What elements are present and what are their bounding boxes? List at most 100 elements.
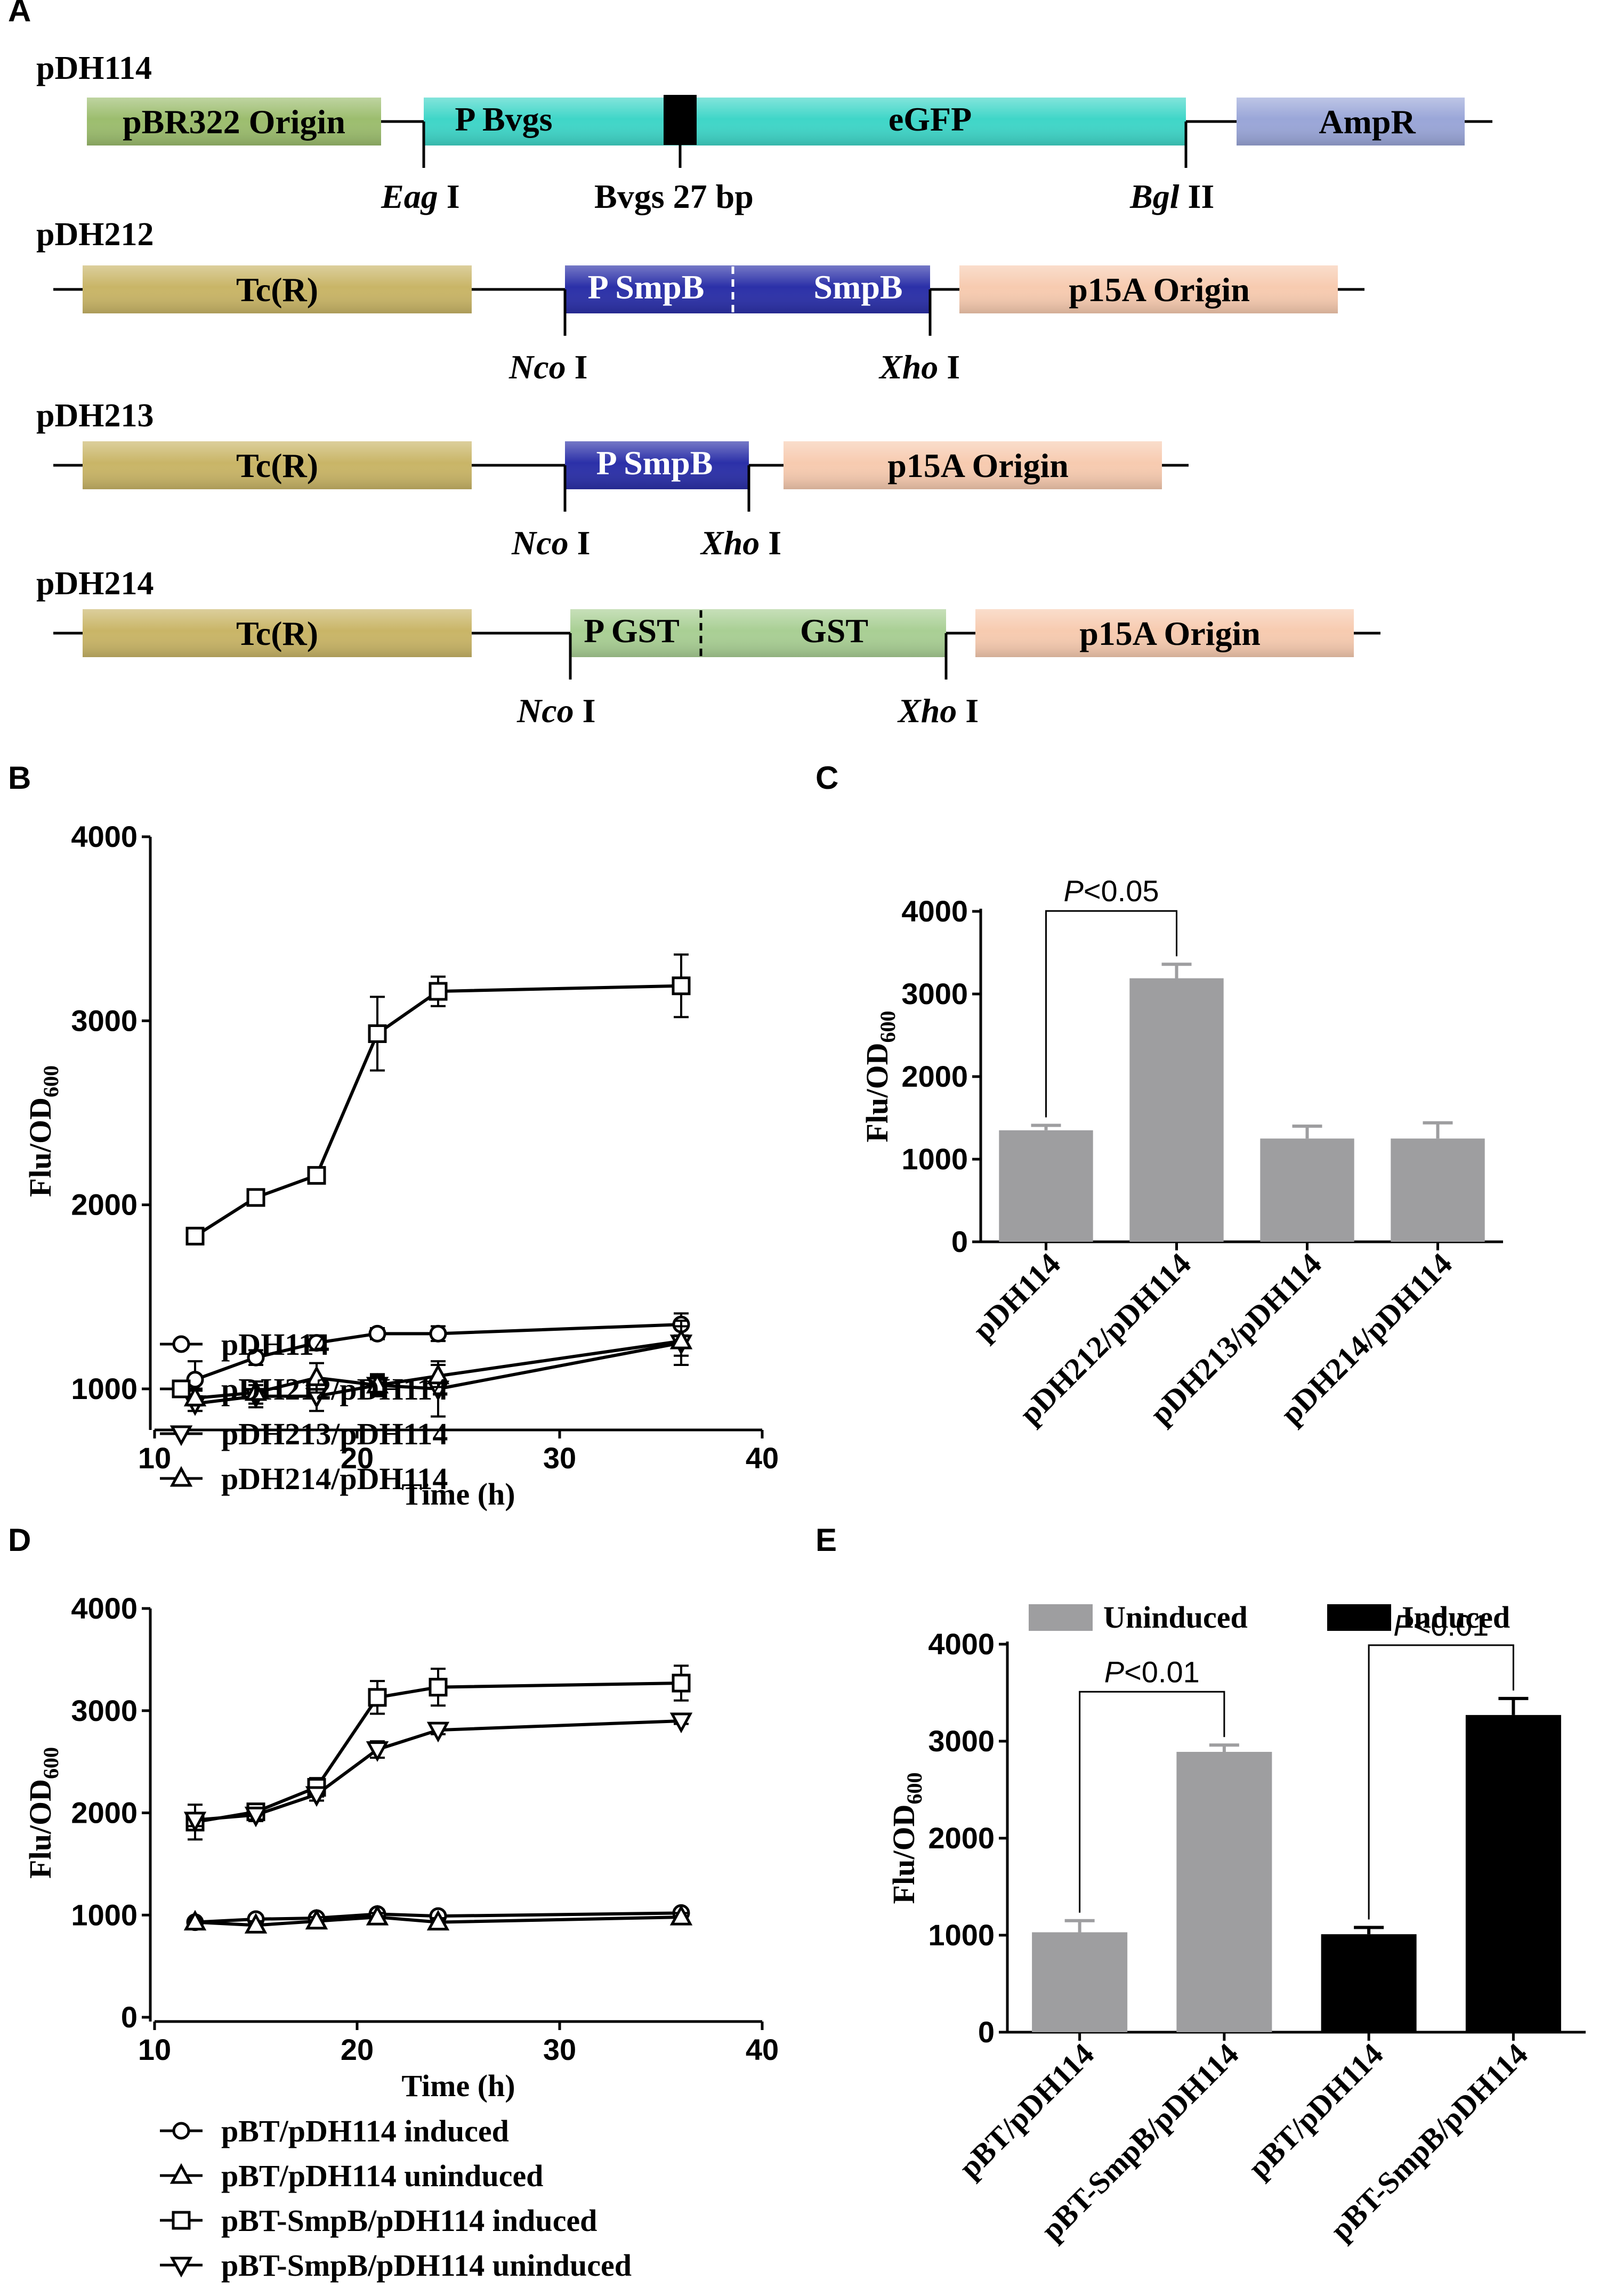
series-1 [185, 953, 691, 1246]
series-line [195, 1719, 682, 1822]
legend-label: pDH114 [221, 1327, 329, 1362]
series-line [194, 984, 682, 1238]
y-axis-title: Flu/OD600 [23, 1747, 63, 1879]
legend-label: Induced [1402, 1600, 1510, 1635]
segment-label: Tc(R) [236, 615, 318, 652]
data-point [429, 1678, 448, 1697]
segment-label: p15A Origin [887, 447, 1069, 484]
segment-p-smpb: P SmpB [565, 441, 749, 489]
site-eag-i: Eag I [381, 177, 460, 215]
series-line [195, 1341, 682, 1405]
legend-label: pDH214/pDH114 [221, 1461, 448, 1496]
x-tick-label: 30 [543, 2033, 576, 2066]
construct-pdh213: pDH213 Tc(R) P SmpB p15A Origin [36, 398, 1189, 562]
segment-label: pBR322 Origin [123, 103, 345, 141]
data-point [429, 1324, 447, 1343]
data-point [368, 1688, 387, 1707]
significance-bracket [1079, 1691, 1225, 1913]
chart-c-bar: 01000200030004000Flu/OD600pDH114pDH212/p… [860, 874, 1503, 1431]
x-category-label: pBT/pDH114 [952, 2036, 1100, 2185]
panel-label-b: B [8, 760, 31, 796]
x-tick-label: 10 [138, 1441, 171, 1475]
y-tick-label: 1000 [928, 1918, 995, 1952]
construct-pdh212: pDH212 Tc(R) P SmpB SmpB p15A Origin [36, 216, 1364, 386]
series-line [195, 1911, 682, 1924]
series-3 [183, 1325, 693, 1407]
y-tick-label: 0 [121, 2000, 138, 2034]
y-tick-label: 2000 [71, 1796, 138, 1830]
segment-label: P Bvgs [455, 100, 552, 138]
data-point [672, 1674, 691, 1693]
series-1 [183, 1904, 693, 1934]
segment-label: Tc(R) [236, 271, 318, 309]
y-tick-label: 2000 [901, 1060, 968, 1093]
legend-item: pBT-SmpB/pDH114 induced [160, 2203, 597, 2238]
legend-item: Uninduced [1029, 1600, 1248, 1635]
legend-marker [172, 2211, 191, 2230]
site-bgl-ii: Bgl II [1129, 177, 1214, 215]
bar [1176, 1752, 1272, 2032]
y-tick-label: 3000 [901, 977, 968, 1010]
segment-label: P SmpB [596, 444, 713, 482]
data-point [669, 1904, 693, 1926]
significance-bracket [1045, 910, 1177, 1118]
segment-p15a-origin: p15A Origin [784, 441, 1162, 489]
data-point [669, 1328, 693, 1349]
panel-label-c: C [815, 760, 838, 796]
bar [1465, 1715, 1561, 2032]
site-nco-i: Nco I [511, 524, 591, 562]
series-3 [183, 1712, 693, 1833]
legend-item: Induced [1327, 1600, 1510, 1635]
construct-name: pDH214 [36, 565, 154, 602]
x-axis-title: Time (h) [401, 2068, 515, 2103]
series-line [195, 1339, 682, 1400]
construct-pdh114: pDH114 pBR322 Origin P Bvgs eGFP AmpR [36, 50, 1492, 215]
y-tick-label: 4000 [71, 820, 138, 853]
data-point [307, 1166, 326, 1185]
series-line [194, 1323, 682, 1381]
data-point [426, 1910, 450, 1931]
data-point [244, 1380, 268, 1401]
bvgs-27bp-box [664, 95, 697, 145]
y-tick-label: 2000 [71, 1188, 138, 1222]
legend-marker [169, 2163, 193, 2184]
y-tick-label: 1000 [901, 1142, 968, 1176]
legend-swatch [1327, 1604, 1391, 1631]
y-axis-title: Flu/OD600 [860, 1011, 900, 1143]
y-tick-label: 3000 [928, 1724, 995, 1758]
legend-label: pBT-SmpB/pDH114 induced [221, 2203, 597, 2238]
bar [1321, 1934, 1417, 2032]
data-point [669, 1712, 693, 1734]
segment-label: AmpR [1319, 103, 1416, 141]
x-tick-label: 20 [341, 2033, 374, 2066]
data-point [429, 982, 448, 1001]
bar [1260, 1138, 1354, 1242]
x-tick-label: 20 [341, 1441, 374, 1475]
bar [1129, 978, 1224, 1242]
data-point [368, 1024, 387, 1043]
x-axis-title: Time (h) [401, 1477, 515, 1511]
segment-label: SmpB [813, 268, 902, 306]
y-axis-title: Flu/OD600 [886, 1773, 926, 1904]
legend-item: pDH214/pDH114 [160, 1461, 448, 1496]
significance-label: P<0.01 [1393, 1608, 1489, 1642]
data-point [366, 1904, 389, 1926]
y-tick-label: 4000 [71, 1591, 138, 1625]
segment-label: p15A Origin [1079, 615, 1261, 652]
bar [1391, 1138, 1485, 1242]
y-tick-label: 4000 [928, 1627, 995, 1661]
site-xho-i: Xho I [878, 348, 960, 386]
legend-label: pBT-SmpB/pDH114 uninduced [221, 2248, 632, 2283]
segment-label: GST [800, 612, 868, 650]
data-point [183, 1910, 207, 1931]
segment-p15a-origin: p15A Origin [959, 265, 1338, 313]
construct-name: pDH213 [36, 398, 154, 434]
legend-marker [172, 2122, 190, 2140]
segment-label: p15A Origin [1069, 271, 1250, 309]
x-category-label: pBT/pDH114 [1241, 2036, 1390, 2185]
legend-label: pBT/pDH114 uninduced [221, 2158, 543, 2193]
data-point [672, 976, 691, 996]
data-point [308, 1334, 326, 1352]
segment-label: P SmpB [588, 268, 705, 306]
